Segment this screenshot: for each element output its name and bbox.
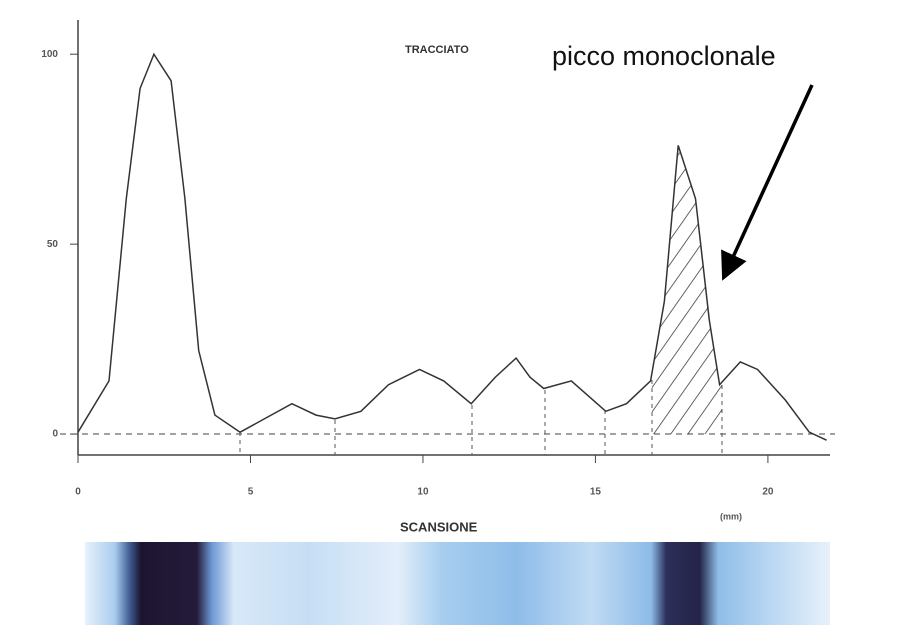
chart-title: TRACCIATO — [405, 44, 469, 56]
x-tick-label: 5 — [248, 487, 254, 498]
x-unit: (mm) — [720, 511, 742, 521]
monoclonal-peak-hatch — [652, 145, 722, 434]
y-tick-label: 0 — [52, 429, 58, 440]
y-tick-label: 50 — [47, 239, 59, 250]
annotation-arrow — [721, 84, 814, 281]
x-tick-label: 20 — [762, 487, 774, 498]
y-tick-label: 100 — [41, 49, 58, 60]
x-tick-label: 15 — [590, 487, 602, 498]
x-axis-title: SCANSIONE — [400, 519, 478, 534]
fraction-dividers — [239, 380, 723, 455]
x-tick-label: 0 — [75, 487, 81, 498]
annotation: picco monoclonale — [552, 41, 776, 71]
x-tick-label: 10 — [417, 487, 429, 498]
trace-line — [77, 52, 827, 441]
scan-strip — [85, 542, 830, 625]
